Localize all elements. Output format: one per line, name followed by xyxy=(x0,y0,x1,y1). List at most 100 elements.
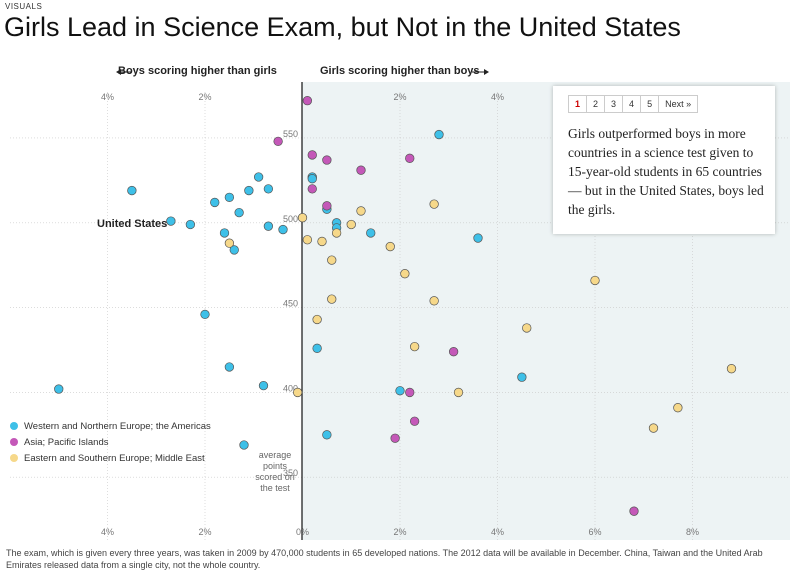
point-east-south-europe xyxy=(356,206,366,216)
point-east-south-europe xyxy=(346,219,356,230)
x-tick-label-bottom: 6% xyxy=(588,527,601,537)
x-tick-label-top: 4% xyxy=(101,92,114,102)
x-tick-label-bottom: 2% xyxy=(198,527,211,537)
legend-item-asia-pacific: Asia; Pacific Islands xyxy=(10,434,211,450)
page-button-2[interactable]: 2 xyxy=(587,96,606,112)
point-europe-americas xyxy=(253,172,264,182)
point-asia-pacific xyxy=(302,96,313,106)
annotation-panel: 1 2 3 4 5 Next » Girls outperformed boys… xyxy=(553,86,775,234)
point-east-south-europe xyxy=(453,387,464,398)
next-page-button[interactable]: Next » xyxy=(659,96,698,112)
point-east-south-europe xyxy=(224,238,235,248)
point-europe-americas xyxy=(219,228,230,238)
point-east-south-europe xyxy=(327,294,337,304)
page-title: Girls Lead in Science Exam, but Not in t… xyxy=(4,12,681,42)
point-east-south-europe xyxy=(331,228,342,238)
legend-item-east-south-europe: Eastern and Southern Europe; Middle East xyxy=(10,450,211,466)
point-asia-pacific xyxy=(448,347,459,357)
legend: Western and Northern Europe; the America… xyxy=(10,418,211,466)
x-tick-label-bottom: 4% xyxy=(101,527,114,537)
point-europe-americas xyxy=(473,233,483,243)
point-europe-americas xyxy=(224,192,235,202)
y-axis-note: average points scored on the test xyxy=(255,450,295,493)
point-east-south-europe xyxy=(312,314,322,325)
point-east-south-europe xyxy=(292,387,303,398)
pager: 1 2 3 4 5 Next » xyxy=(568,95,699,113)
point-asia-pacific xyxy=(409,416,420,426)
legend-label: Asia; Pacific Islands xyxy=(24,436,109,448)
point-asia-pacific xyxy=(390,433,400,443)
x-tick-label-bottom: 4% xyxy=(491,527,504,537)
point-europe-americas xyxy=(366,228,376,238)
page-button-1[interactable]: 1 xyxy=(569,96,588,112)
point-east-south-europe xyxy=(302,235,313,245)
point-europe-americas xyxy=(395,386,405,396)
page-button-4[interactable]: 4 xyxy=(623,96,642,112)
point-east-south-europe xyxy=(648,423,659,433)
page-button-5[interactable]: 5 xyxy=(641,96,660,112)
point-asia-pacific xyxy=(356,165,366,175)
point-europe-americas xyxy=(263,221,274,231)
right-arrow-icon xyxy=(484,69,489,75)
direction-arrows xyxy=(116,69,489,75)
point-asia-pacific xyxy=(322,201,332,211)
left-arrow-icon xyxy=(116,69,121,75)
legend-dot-blue xyxy=(10,422,18,430)
footnote: The exam, which is given every three yea… xyxy=(6,548,763,570)
point-east-south-europe xyxy=(726,364,737,374)
point-europe-americas xyxy=(224,362,235,372)
united-states-label: United States xyxy=(97,218,168,230)
point-east-south-europe xyxy=(429,296,439,306)
point-europe-americas xyxy=(200,309,210,320)
point-east-south-europe xyxy=(400,269,410,279)
boys-higher-label: Boys scoring higher than girls xyxy=(118,65,277,77)
section-label: VISUALS xyxy=(5,2,43,11)
point-europe-americas xyxy=(54,384,64,394)
point-europe-americas xyxy=(234,207,244,218)
legend-dot-yellow xyxy=(10,454,18,462)
point-east-south-europe xyxy=(409,341,420,352)
point-europe-americas xyxy=(210,197,220,208)
point-east-south-europe xyxy=(385,241,395,252)
data-points xyxy=(54,96,737,516)
x-tick-label-top: 4% xyxy=(491,92,504,102)
girls-higher-label: Girls scoring higher than boys xyxy=(320,65,480,77)
point-europe-americas xyxy=(239,440,249,450)
point-asia-pacific xyxy=(629,506,639,516)
point-asia-pacific xyxy=(405,153,415,163)
point-europe-americas xyxy=(278,224,288,235)
y-tick-label: 350 xyxy=(283,468,298,478)
point-europe-americas xyxy=(166,216,176,226)
y-tick-label: 400 xyxy=(283,383,298,393)
x-tick-label-bottom: 2% xyxy=(393,527,406,537)
point-europe-americas xyxy=(312,343,322,353)
point-europe-americas xyxy=(229,245,239,255)
legend-dot-purple xyxy=(10,438,18,446)
page-button-3[interactable]: 3 xyxy=(605,96,624,112)
point-east-south-europe xyxy=(317,236,327,247)
point-europe-americas xyxy=(263,184,274,194)
point-asia-pacific xyxy=(307,150,317,160)
x-tick-label-top: 2% xyxy=(198,92,211,102)
point-europe-americas xyxy=(307,174,317,184)
y-tick-label: 550 xyxy=(283,129,298,139)
point-east-south-europe xyxy=(327,255,337,265)
point-east-south-europe xyxy=(522,323,532,333)
x-tick-label-bottom: 8% xyxy=(686,527,699,537)
point-europe-americas xyxy=(185,219,196,230)
point-asia-pacific xyxy=(405,387,415,398)
y-tick-label: 450 xyxy=(283,299,298,309)
point-europe-americas xyxy=(127,185,137,196)
x-tick-label-top: 2% xyxy=(393,92,406,102)
point-east-south-europe xyxy=(673,403,683,413)
point-east-south-europe xyxy=(590,275,600,286)
point-asia-pacific xyxy=(307,184,317,194)
point-east-south-europe xyxy=(429,199,439,209)
legend-label: Eastern and Southern Europe; Middle East xyxy=(24,452,205,464)
point-europe-americas xyxy=(434,129,444,140)
point-europe-americas xyxy=(322,430,332,440)
legend-label: Western and Northern Europe; the America… xyxy=(24,420,211,432)
y-tick-label: 500 xyxy=(283,214,298,224)
point-europe-americas xyxy=(244,185,254,196)
panel-text: Girls outperformed boys in more countrie… xyxy=(568,126,764,217)
